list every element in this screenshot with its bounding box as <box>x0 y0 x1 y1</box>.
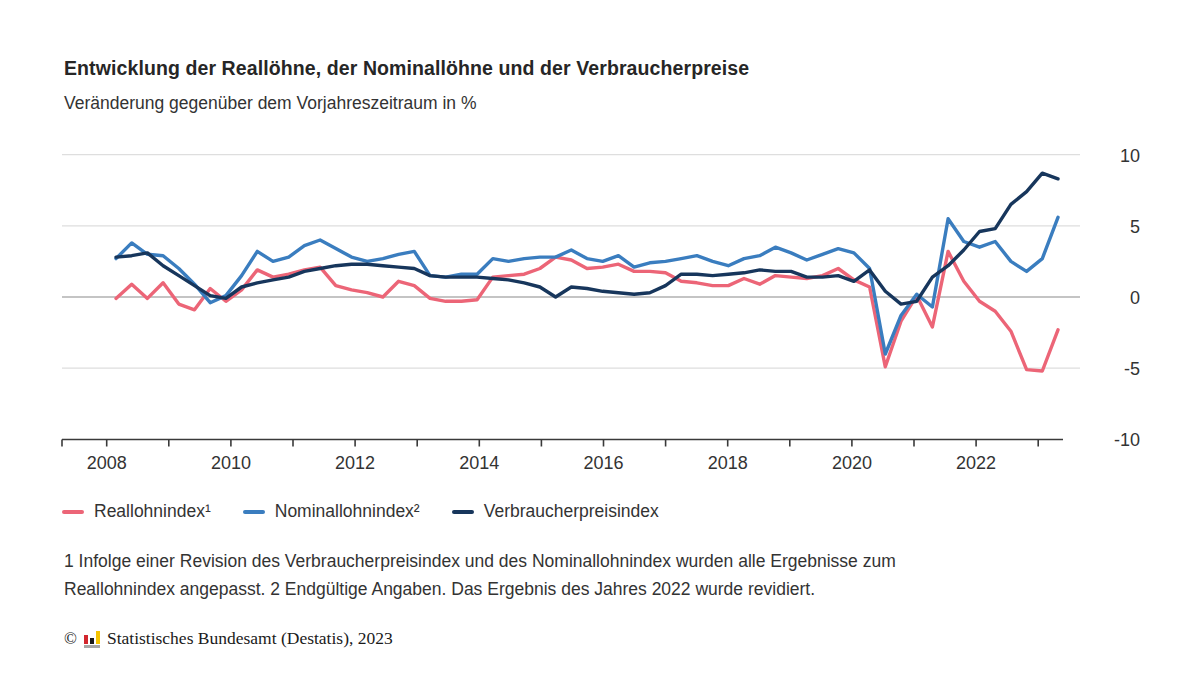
publisher-text: Statistisches Bundesamt (Destatis), 2023 <box>107 628 393 649</box>
series-line-verbraucherpreisindex <box>116 173 1058 304</box>
x-tick-label: 2014 <box>459 453 499 473</box>
destatis-bar-chart-icon <box>84 631 100 648</box>
page-title: Entwicklung der Reallöhne, der Nominallö… <box>64 57 749 80</box>
y-tick-label: 0 <box>1130 288 1140 308</box>
y-tick-label: 5 <box>1130 217 1140 237</box>
legend-item-verbraucherpreisindex: Verbraucherpreisindex <box>452 501 659 522</box>
series-line-reallohnindex <box>116 251 1058 371</box>
y-tick-label: -5 <box>1124 359 1140 379</box>
legend-marker-icon <box>243 510 265 514</box>
y-tick-label: -10 <box>1114 430 1140 450</box>
series-line-nominallohnindex <box>116 217 1058 354</box>
legend-item-label: Reallohnindex¹ <box>94 501 211 522</box>
legend-item-label: Verbraucherpreisindex <box>484 501 659 522</box>
chart-canvas: 2008 2010 2012 2014 2016 2018 2020 2022 10 5 0 -5 -1… <box>0 140 1200 475</box>
footnote-line: Reallohnindex angepasst. 2 Endgültige An… <box>64 575 1084 603</box>
x-tick-label: 2022 <box>956 453 996 473</box>
legend-item-reallohnindex: Reallohnindex¹ <box>62 501 211 522</box>
x-tick-label: 2018 <box>708 453 748 473</box>
x-tick-label: 2010 <box>211 453 251 473</box>
copyright-symbol: © <box>64 629 77 649</box>
footnote-line: 1 Infolge einer Revision des Verbraucher… <box>64 547 1084 575</box>
x-tick-label: 2020 <box>832 453 872 473</box>
page-subtitle: Veränderung gegenüber dem Vorjahreszeitr… <box>64 93 476 114</box>
legend: Reallohnindex¹ Nominallohnindex² Verbrauch… <box>62 501 659 522</box>
x-tick-label: 2008 <box>87 453 127 473</box>
page: Entwicklung der Reallöhne, der Nominallö… <box>0 0 1200 675</box>
copyright-line: © Statistisches Bundesamt (Destatis), 20… <box>64 628 393 649</box>
legend-marker-icon <box>452 510 474 514</box>
legend-marker-icon <box>62 510 84 514</box>
legend-item-label: Nominallohnindex² <box>275 501 420 522</box>
legend-item-nominallohnindex: Nominallohnindex² <box>243 501 420 522</box>
y-tick-label: 10 <box>1120 146 1140 166</box>
x-tick-label: 2016 <box>583 453 623 473</box>
footnote-text: 1 Infolge einer Revision des Verbraucher… <box>64 547 1084 603</box>
x-tick-label: 2012 <box>335 453 375 473</box>
